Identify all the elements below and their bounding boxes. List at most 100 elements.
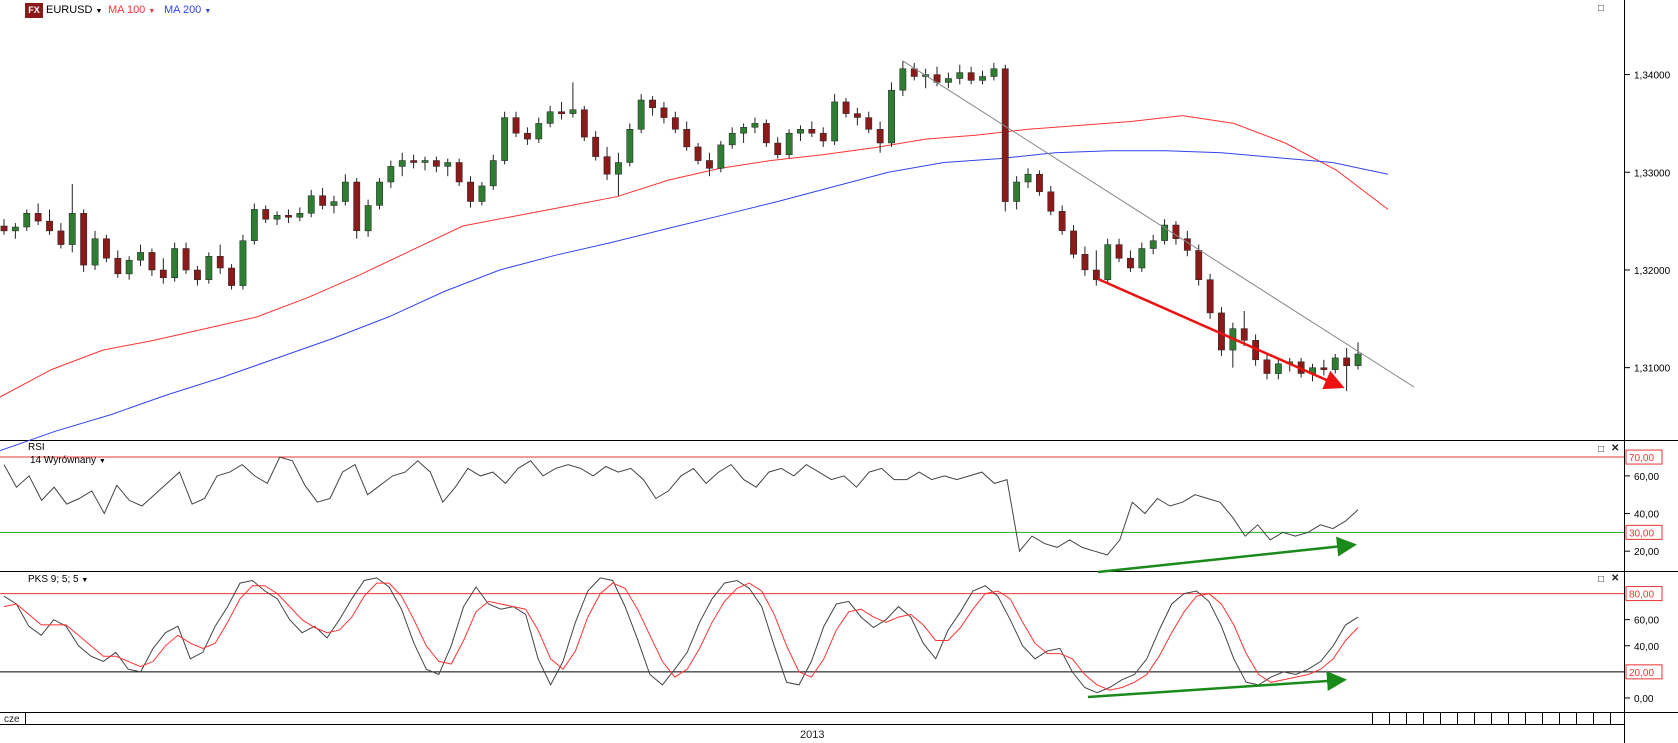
rsi-title-label: RSI (28, 442, 45, 453)
candle-body (694, 146, 702, 161)
candle-body (159, 269, 167, 279)
candle-body (273, 215, 281, 220)
candle-body (444, 162, 452, 167)
candle-body (91, 238, 99, 266)
candle-body (353, 181, 361, 232)
pks-level-badge (1625, 664, 1663, 680)
candle-body (34, 213, 42, 222)
symbol-selector[interactable]: EURUSD ▼ (46, 4, 102, 16)
candle-body (512, 117, 520, 134)
rsi-tick-label: 20,00 (1634, 547, 1659, 558)
pks-tick-label: 0,00 (1634, 694, 1654, 705)
candle-body (580, 109, 588, 138)
candle-body (1240, 328, 1248, 341)
rsi-tick-label: 40,00 (1634, 510, 1659, 521)
candle-body (1343, 357, 1351, 366)
candle-body (728, 132, 736, 146)
candle-body (1206, 279, 1214, 314)
caret-down-icon: ▼ (95, 8, 103, 15)
candle-body (125, 259, 133, 275)
ma100-selector[interactable]: MA 100 ▼ (108, 4, 155, 16)
candle-body (615, 162, 622, 175)
rsi-maximize-icon[interactable]: □ (1598, 444, 1605, 455)
pks-chart: 80,00 20,00 60,00 40,00 0,00 (0, 577, 1663, 705)
candle-body (819, 132, 827, 142)
symbol-label: EURUSD (46, 4, 93, 16)
candle-body (228, 267, 235, 286)
candle-body (194, 269, 201, 281)
candle-body (546, 111, 554, 124)
candle-body (740, 127, 748, 134)
candle-body (853, 113, 861, 118)
candle-body (1274, 363, 1282, 374)
candle-body (637, 99, 645, 130)
price-axis: 1,34000 1,33000 1,32000 1,31000 (1624, 71, 1671, 375)
candle-body (956, 72, 964, 79)
trendline (902, 60, 1415, 388)
candle-body (945, 78, 952, 83)
caret-down-icon: ▼ (204, 8, 212, 15)
candle-body (137, 252, 144, 261)
candle-body (1263, 359, 1271, 374)
ma100-line (0, 115, 1389, 398)
candle-body (1115, 244, 1123, 259)
candle-body (1047, 191, 1055, 212)
rsi-subtitle[interactable]: 14 Wyrównany ▼ (30, 455, 106, 466)
candle-body (831, 101, 839, 142)
candle-body (80, 213, 88, 266)
pks-close-icon[interactable]: ✕ (1611, 573, 1620, 584)
candle-body (774, 142, 782, 155)
ma200-selector[interactable]: MA 200 ▼ (164, 4, 211, 16)
candle-body (865, 117, 873, 130)
candle-body (1001, 68, 1009, 202)
fx-logo: FX (25, 3, 43, 18)
candle-body (387, 166, 395, 183)
candle-body (535, 123, 543, 140)
candle-body (489, 160, 497, 187)
candle-body (57, 230, 65, 245)
candle-body (341, 181, 349, 202)
candle-body (1172, 224, 1180, 239)
candle-body (569, 109, 577, 114)
candle-body (660, 107, 668, 118)
candle-body (558, 111, 565, 114)
candle-body (11, 226, 19, 232)
candle-body (1081, 254, 1089, 271)
candle-body (421, 160, 429, 163)
pks-maximize-icon[interactable]: □ (1598, 574, 1605, 585)
candle-body (990, 68, 998, 77)
candle-body (967, 72, 975, 81)
candle-body (1127, 257, 1134, 269)
candle-body (171, 248, 179, 279)
rsi-level-badge (1625, 524, 1663, 540)
candle-body (751, 123, 759, 128)
candle-body (1320, 367, 1328, 370)
rsi-title[interactable]: RSI (28, 442, 45, 453)
candle-body (524, 132, 531, 140)
rsi-subtitle-label: 14 Wyrównany (30, 455, 97, 466)
candle-body (842, 101, 850, 114)
candle-body (1104, 244, 1112, 281)
candle-body (1036, 173, 1043, 193)
rsi-close-icon[interactable]: ✕ (1611, 443, 1620, 454)
candle-body (1195, 250, 1203, 280)
candle-body (398, 160, 406, 167)
bearish-divergence-arrow (1097, 277, 1345, 390)
candle-body (103, 238, 110, 259)
caret-down-icon: ▼ (148, 8, 156, 15)
candle-body (68, 213, 76, 245)
candle-body (364, 205, 372, 232)
candle-body (432, 160, 440, 167)
candle-body (376, 181, 383, 206)
candle-body (467, 181, 474, 202)
price-tick-label: 1,34000 (1634, 71, 1671, 82)
pks-series-line (3, 582, 1359, 691)
rsi-level-badge (1625, 449, 1663, 465)
pks-bullish-divergence-arrow (1087, 671, 1347, 699)
pks-title[interactable]: PKS 9; 5; 5 ▼ (28, 574, 88, 585)
time-axis-ticks (1372, 712, 1611, 724)
pks-series-line (3, 577, 1359, 694)
candle-body (239, 240, 247, 286)
main-maximize-icon[interactable]: □ (1598, 3, 1605, 14)
pks-title-label: PKS 9; 5; 5 (28, 574, 79, 585)
